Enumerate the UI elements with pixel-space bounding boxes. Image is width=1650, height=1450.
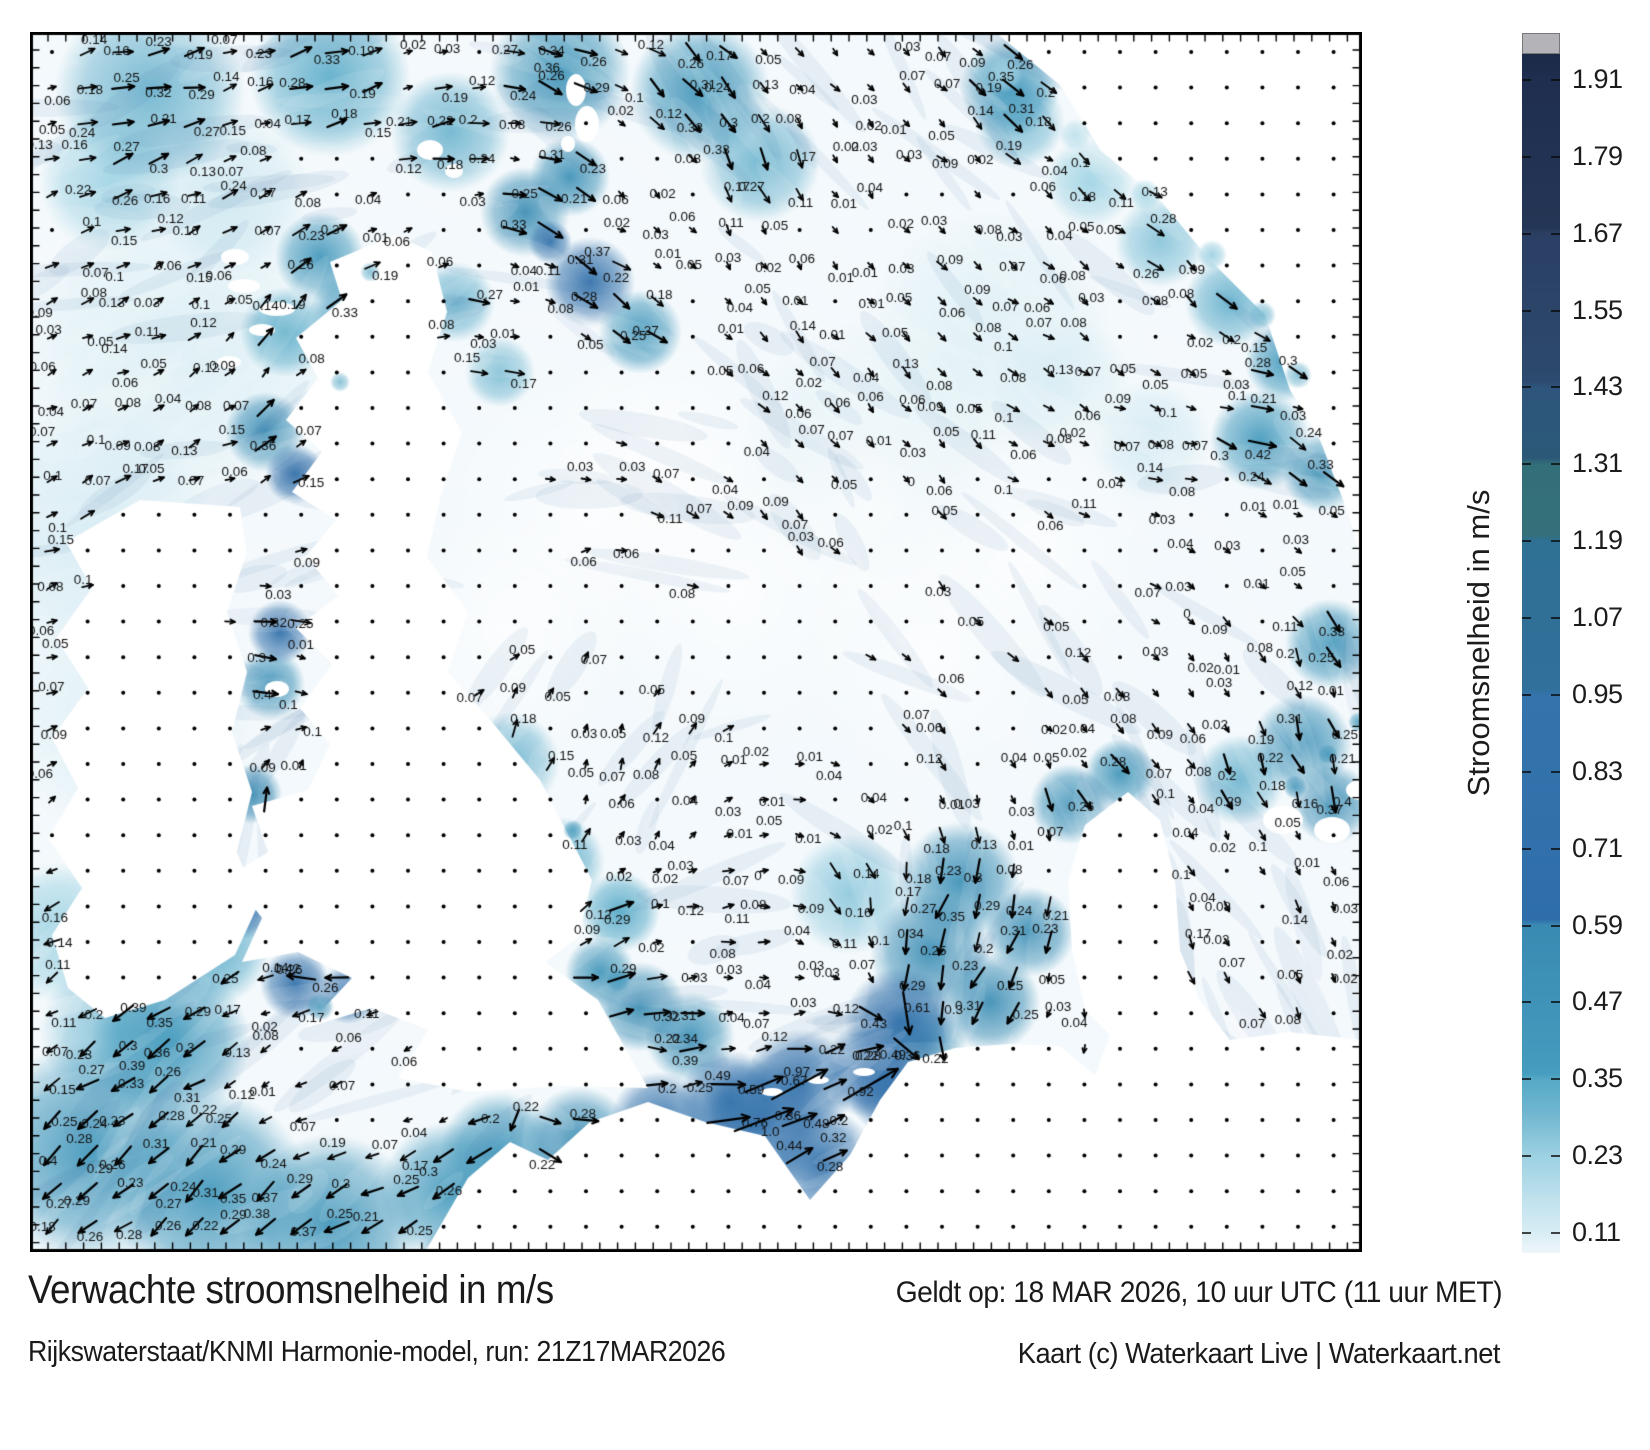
colorbar-tick — [1551, 770, 1560, 773]
colorbar-tick — [1551, 386, 1560, 389]
colorbar-tick-label: 1.19 — [1572, 525, 1623, 556]
colorbar-tick — [1522, 770, 1531, 773]
colorbar-tick-label: 0.47 — [1572, 986, 1623, 1017]
colorbar-tick — [1522, 1001, 1531, 1004]
colorbar-tick — [1522, 924, 1531, 927]
colorbar-tick — [1522, 155, 1531, 158]
colorbar: 1.91 1.79 1.67 1.55 1.43 1.31 1.19 1.07 0.95 0.83… — [1522, 33, 1623, 1253]
map-title: Verwachte stroomsnelheid in m/s — [28, 1268, 554, 1312]
colorbar-tick — [1551, 617, 1560, 620]
colorbar-tick — [1551, 540, 1560, 543]
model-run-subtitle: Rijkswaterstaat/KNMI Harmonie-model, run… — [28, 1336, 726, 1368]
colorbar-tick — [1522, 1232, 1531, 1235]
colorbar-tick — [1522, 1155, 1531, 1158]
colorbar-tick-label: 0.95 — [1572, 678, 1623, 709]
colorbar-tick — [1522, 79, 1531, 81]
colorbar-tick — [1522, 232, 1531, 235]
colorbar-tick — [1551, 79, 1560, 81]
valid-datetime: Geldt op: 18 MAR 2026, 10 uur UTC (11 uu… — [895, 1276, 1503, 1309]
colorbar-tick — [1551, 232, 1560, 235]
colorbar-tick-label: 0.23 — [1572, 1140, 1623, 1171]
colorbar-axis-label: Stroomsnelheid in m/s — [1461, 489, 1496, 797]
colorbar-tick-label: 0.59 — [1572, 909, 1623, 940]
colorbar-tick-label: 1.67 — [1572, 217, 1623, 248]
colorbar-tick-label: 1.31 — [1572, 448, 1623, 479]
colorbar-tick — [1551, 924, 1560, 927]
colorbar-tick — [1551, 1232, 1560, 1235]
colorbar-tick-label: 1.43 — [1572, 371, 1623, 402]
colorbar-tick — [1522, 693, 1531, 696]
colorbar-tick — [1522, 386, 1531, 389]
colorbar-tick-label: 0.11 — [1572, 1216, 1621, 1247]
colorbar-tick-label: 1.55 — [1572, 294, 1623, 325]
current-map — [30, 32, 1362, 1252]
colorbar-tick — [1551, 1001, 1560, 1004]
colorbar-tick-label: 0.35 — [1572, 1063, 1623, 1094]
colorbar-tick-label: 1.07 — [1572, 601, 1623, 632]
colorbar-gradient — [1522, 53, 1560, 1253]
colorbar-tick — [1522, 1078, 1531, 1081]
colorbar-tick — [1551, 847, 1560, 850]
colorbar-tick — [1522, 463, 1531, 466]
colorbar-overflow-cap — [1522, 33, 1560, 54]
colorbar-tick — [1551, 463, 1560, 466]
colorbar-tick — [1522, 617, 1531, 620]
current-map-canvas — [30, 32, 1362, 1252]
colorbar-tick — [1551, 309, 1560, 312]
colorbar-tick — [1551, 155, 1560, 158]
colorbar-tick — [1551, 1155, 1560, 1158]
colorbar-tick — [1551, 1078, 1560, 1081]
colorbar-tick — [1551, 693, 1560, 696]
colorbar-tick — [1522, 540, 1531, 543]
colorbar-tick-label: 0.83 — [1572, 755, 1623, 786]
colorbar-tick-label: 1.91 — [1572, 63, 1623, 94]
colorbar-tick-label: 1.79 — [1572, 140, 1623, 171]
copyright-credit: Kaart (c) Waterkaart Live | Waterkaart.n… — [1017, 1338, 1501, 1370]
colorbar-tick — [1522, 847, 1531, 850]
colorbar-tick-label: 0.71 — [1572, 832, 1623, 863]
colorbar-tick — [1522, 309, 1531, 312]
